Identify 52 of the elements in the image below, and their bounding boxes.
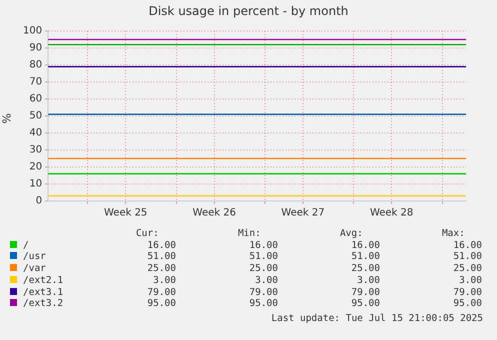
legend-label: /ext3.1 — [22, 286, 64, 298]
y-tick-label: 80 — [29, 60, 42, 71]
text: 25.00 — [350, 263, 380, 275]
legend-label: /ext3.2 — [22, 298, 64, 310]
legend-label: / — [22, 240, 30, 252]
y-tick-label: 10 — [29, 178, 42, 190]
y-tick-label: 0 — [36, 196, 42, 207]
text: 79.00 — [146, 286, 176, 298]
y-axis-title: % — [0, 113, 14, 124]
text: Cur: — [134, 228, 160, 240]
x-tick-label: Week 28 — [370, 208, 414, 219]
text: 95.00 — [146, 298, 176, 310]
y-tick-label: 100 — [22, 26, 42, 37]
y-tick-label: 50 — [29, 110, 42, 122]
text: 79.00 — [350, 286, 380, 298]
legend-label: /ext2.1 — [22, 274, 64, 287]
text: 25.00 — [248, 263, 278, 275]
legend-label: /var — [22, 263, 47, 275]
text: Avg: — [338, 228, 364, 240]
y-tick-label: 60 — [29, 94, 42, 105]
text: 95.00 — [350, 298, 380, 310]
text: 51.00 — [248, 251, 278, 264]
text: 79.00 — [248, 286, 278, 298]
text: 3.00 — [152, 274, 176, 287]
y-tick-label: 20 — [29, 162, 42, 173]
text: 16.00 — [452, 240, 482, 252]
text: 25.00 — [146, 263, 176, 275]
text: 79.00 — [452, 286, 482, 298]
x-tick-label: Week 26 — [192, 208, 236, 219]
text: 51.00 — [452, 251, 482, 264]
y-tick-label: 30 — [29, 144, 42, 156]
text: 16.00 — [350, 240, 380, 252]
text: Min: — [236, 228, 262, 240]
y-tick-label: 90 — [29, 42, 42, 54]
text: 16.00 — [146, 240, 176, 252]
chart-title: Disk usage in percent - by month — [148, 4, 350, 18]
x-tick-label: Week 27 — [281, 208, 325, 219]
text: 51.00 — [350, 251, 380, 264]
text: 95.00 — [452, 298, 482, 310]
text: 3.00 — [458, 274, 482, 287]
text: 95.00 — [248, 298, 278, 310]
text: 51.00 — [146, 251, 176, 264]
text: Max: — [440, 228, 466, 240]
text: Last update: Tue Jul 15 21:00:05 2025 — [271, 313, 483, 324]
y-tick-label: 40 — [29, 128, 42, 139]
y-tick-label: 70 — [29, 76, 42, 88]
text: 3.00 — [356, 274, 380, 287]
text: 3.00 — [254, 274, 278, 287]
text: 25.00 — [452, 263, 482, 275]
legend-label: /usr — [22, 251, 47, 264]
x-tick-label: Week 25 — [104, 208, 148, 219]
text: 16.00 — [248, 240, 278, 252]
